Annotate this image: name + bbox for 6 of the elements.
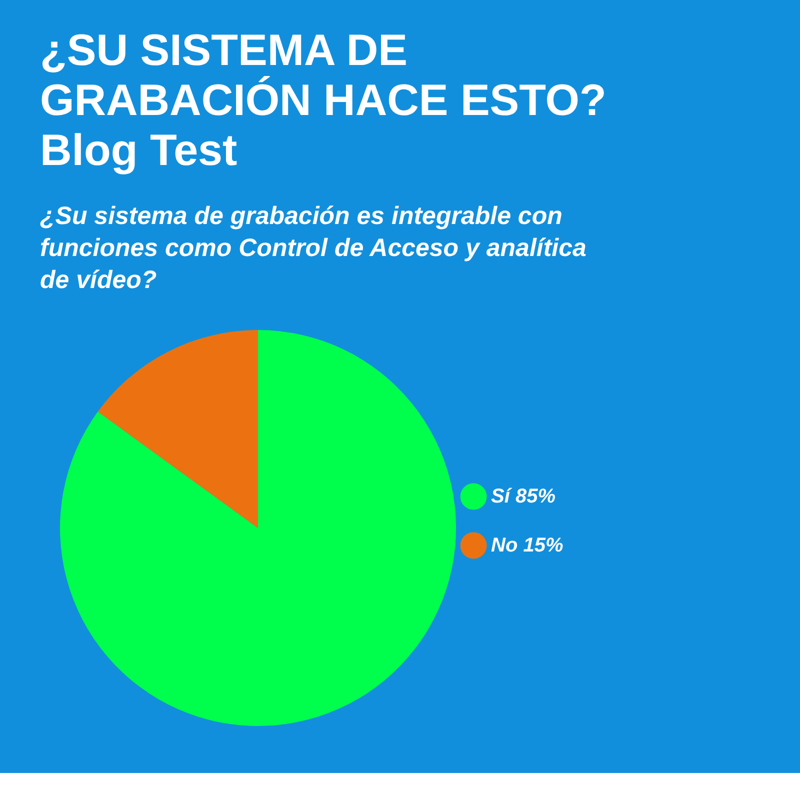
pie-slice	[60, 330, 456, 726]
legend-label: Sí 85%	[491, 486, 556, 508]
pie-slice	[98, 330, 258, 528]
chart-subtitle: ¿Su sistema de grabación es integrable con funciones como Control de Acceso y analítica de vídeo?	[40, 202, 587, 294]
legend-label: No 15%	[491, 534, 564, 556]
chart-title: ¿SU SISTEMA DE GRABACIÓN HACE ESTO? Blog Test	[40, 26, 606, 175]
